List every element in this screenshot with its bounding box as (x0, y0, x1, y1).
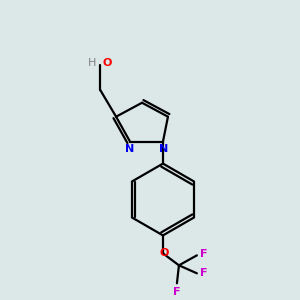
Text: H: H (88, 58, 96, 68)
Text: F: F (200, 249, 207, 260)
Text: O: O (159, 248, 169, 258)
Text: F: F (173, 287, 181, 297)
Text: N: N (159, 144, 169, 154)
Text: O: O (102, 58, 112, 68)
Text: N: N (125, 144, 135, 154)
Text: F: F (200, 268, 207, 278)
